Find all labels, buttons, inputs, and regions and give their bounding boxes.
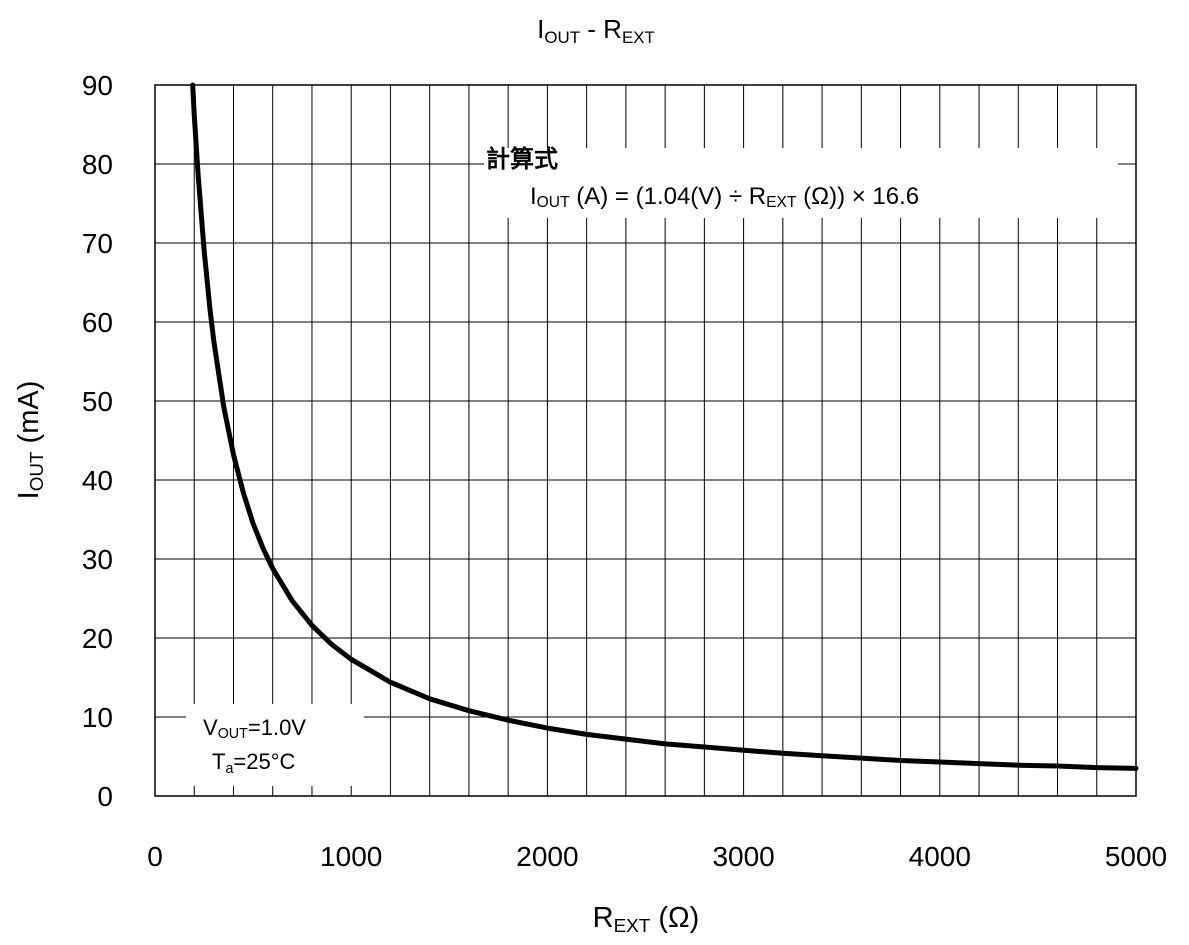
condition-vout: VOUT=1.0V — [203, 715, 306, 742]
y-tick-label: 40 — [82, 465, 113, 496]
y-tick-label: 80 — [82, 149, 113, 180]
series-group — [190, 82, 1139, 771]
y-tick-label: 20 — [82, 623, 113, 654]
series-line — [190, 82, 1139, 771]
y-tick-label: 50 — [82, 386, 113, 417]
tick-labels: 0 1000 2000 3000 4000 5000 0 10 20 30 40 50 60 70 80 90 — [82, 70, 1167, 872]
x-tick-label: 2000 — [516, 841, 578, 872]
condition-ta: Ta=25°C — [212, 749, 296, 777]
x-tick-label: 1000 — [320, 841, 382, 872]
y-tick-label: 60 — [82, 307, 113, 338]
y-tick-label: 30 — [82, 544, 113, 575]
x-tick-label: 0 — [147, 841, 163, 872]
y-tick-label: 10 — [82, 702, 113, 733]
conditions-box — [186, 704, 364, 786]
x-tick-label: 5000 — [1105, 841, 1167, 872]
formula-box — [484, 148, 1118, 218]
x-axis-label: REXT (Ω) — [593, 902, 700, 936]
plot-frame — [154, 84, 1137, 797]
y-tick-label: 70 — [82, 228, 113, 259]
chart-title: IOUT - REXT — [537, 14, 655, 47]
x-tick-label: 3000 — [712, 841, 774, 872]
formula-heading: 計算式 — [486, 145, 558, 173]
x-tick-label: 4000 — [909, 841, 971, 872]
formula-text: IOUT (A) = (1.04(V) ÷ REXT (Ω)) × 16.6 — [530, 183, 919, 211]
y-tick-label: 0 — [97, 781, 113, 812]
y-axis-label: IOUT (mA) — [13, 381, 47, 500]
y-tick-label: 90 — [82, 70, 113, 101]
